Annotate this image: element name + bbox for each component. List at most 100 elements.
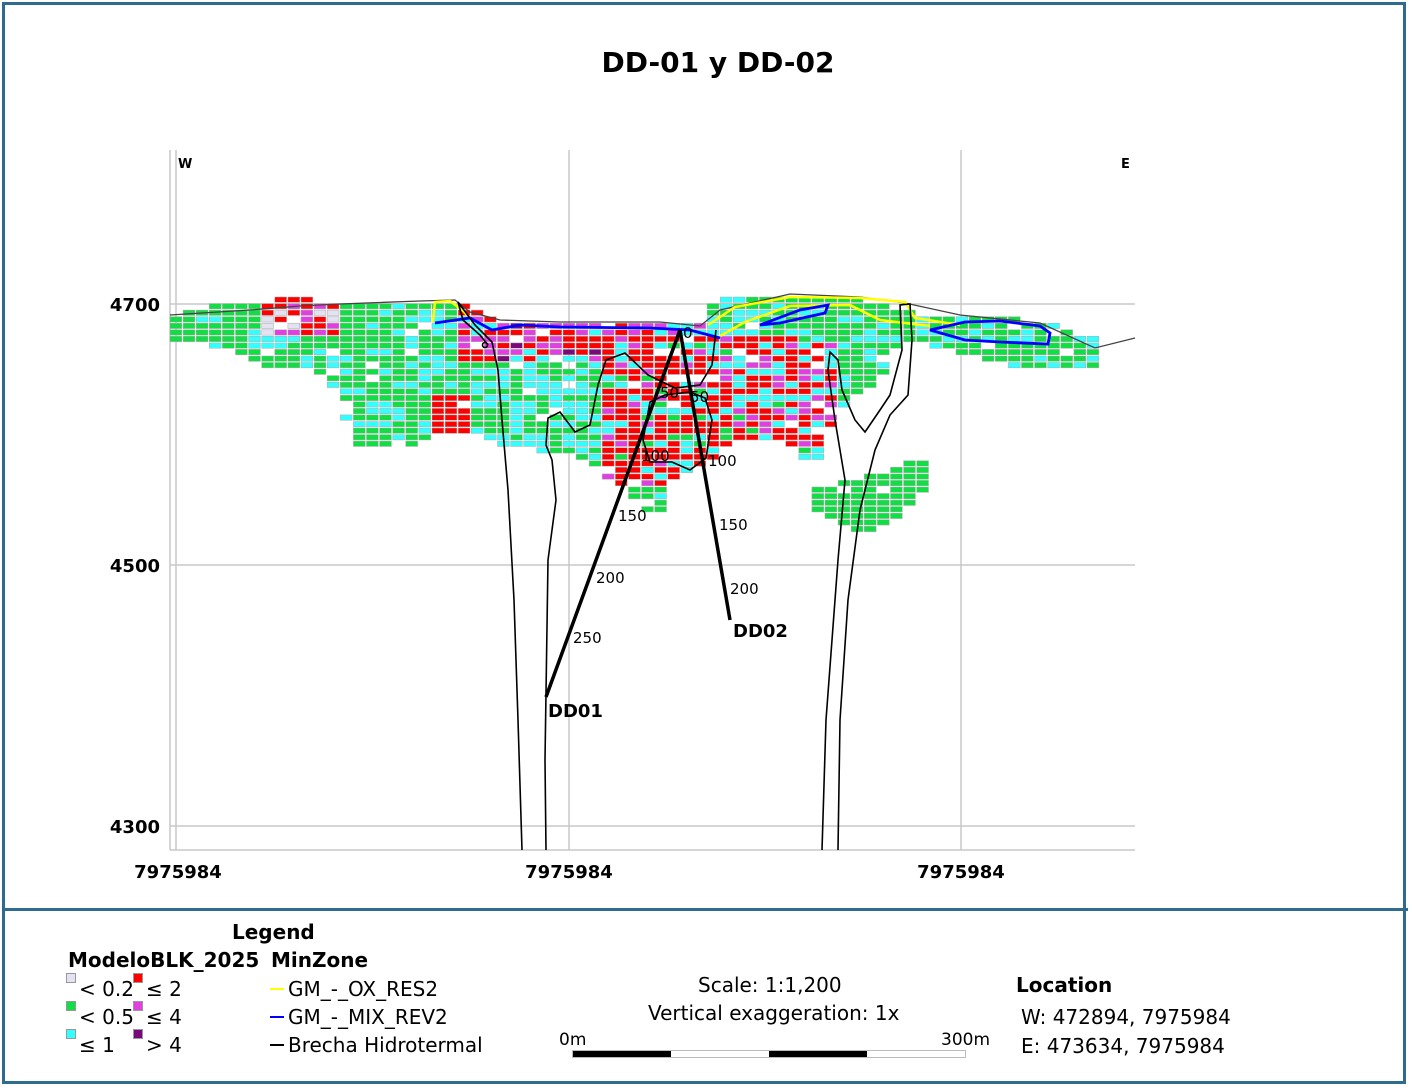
block	[549, 434, 562, 441]
block	[418, 395, 431, 401]
block	[418, 368, 431, 375]
block	[457, 355, 471, 362]
block	[824, 506, 838, 513]
block	[588, 440, 602, 447]
block	[864, 493, 877, 500]
block	[811, 381, 824, 388]
drillhole-trace	[678, 329, 732, 621]
location-west: W: 472894, 7975984	[1021, 1005, 1231, 1029]
block	[261, 355, 274, 362]
block	[837, 322, 851, 329]
block	[667, 447, 680, 454]
block	[418, 401, 431, 408]
block	[523, 381, 536, 388]
block	[837, 512, 851, 519]
block	[1086, 349, 1100, 355]
block	[811, 408, 824, 414]
block	[366, 316, 379, 323]
block	[444, 342, 458, 349]
block	[353, 322, 366, 329]
block	[261, 362, 274, 369]
block	[903, 493, 916, 500]
block	[248, 303, 261, 310]
block	[405, 421, 418, 428]
block	[654, 342, 667, 349]
block	[588, 408, 602, 414]
block	[759, 388, 772, 395]
block	[916, 329, 929, 336]
block	[444, 381, 458, 388]
block	[733, 316, 746, 323]
block	[916, 480, 929, 486]
block	[444, 368, 458, 375]
block	[379, 368, 392, 375]
block	[772, 401, 785, 408]
block	[549, 395, 562, 401]
block	[759, 303, 772, 310]
block	[719, 355, 733, 362]
block	[811, 342, 824, 349]
legend-class-label: < 0.5	[79, 1005, 134, 1029]
block	[877, 349, 890, 355]
block	[811, 375, 824, 382]
block	[457, 368, 471, 375]
block	[733, 421, 746, 428]
block	[641, 440, 654, 447]
block	[667, 453, 680, 460]
block	[444, 395, 458, 401]
block	[457, 336, 471, 342]
block	[575, 401, 589, 408]
block	[811, 499, 824, 506]
block-model-title: ModeloBLK_2025	[68, 948, 260, 972]
block	[366, 395, 379, 401]
block	[772, 336, 785, 342]
block	[562, 434, 576, 441]
block	[536, 440, 549, 447]
block	[1060, 329, 1073, 336]
block	[864, 519, 877, 526]
block	[811, 355, 824, 362]
block	[667, 440, 680, 447]
block	[903, 460, 916, 467]
block	[562, 375, 576, 382]
block	[1047, 355, 1060, 362]
block	[615, 467, 628, 473]
block	[549, 342, 562, 349]
block	[313, 355, 327, 362]
block	[746, 309, 759, 316]
block	[444, 414, 458, 421]
block	[392, 414, 405, 421]
block	[654, 329, 667, 336]
block	[798, 401, 811, 408]
block	[628, 493, 641, 500]
block	[575, 368, 589, 375]
block	[431, 329, 445, 336]
block	[641, 506, 654, 513]
depth-label: 50	[690, 388, 709, 406]
block	[418, 421, 431, 428]
block	[353, 316, 366, 323]
block	[392, 395, 405, 401]
block	[785, 414, 798, 421]
block	[733, 381, 746, 388]
block	[811, 421, 824, 428]
swatch-le-1	[66, 1029, 76, 1039]
block	[733, 434, 746, 441]
block	[759, 375, 772, 382]
block	[824, 493, 838, 500]
block	[562, 355, 576, 362]
block	[353, 368, 366, 375]
block	[392, 342, 405, 349]
block	[326, 322, 340, 329]
block	[418, 427, 431, 434]
block	[497, 408, 510, 414]
block	[366, 368, 379, 375]
block	[628, 375, 641, 382]
block	[353, 388, 366, 395]
block	[457, 427, 471, 434]
block	[287, 349, 300, 355]
block	[693, 355, 707, 362]
block	[536, 368, 549, 375]
block	[1008, 362, 1021, 369]
block	[209, 316, 222, 323]
